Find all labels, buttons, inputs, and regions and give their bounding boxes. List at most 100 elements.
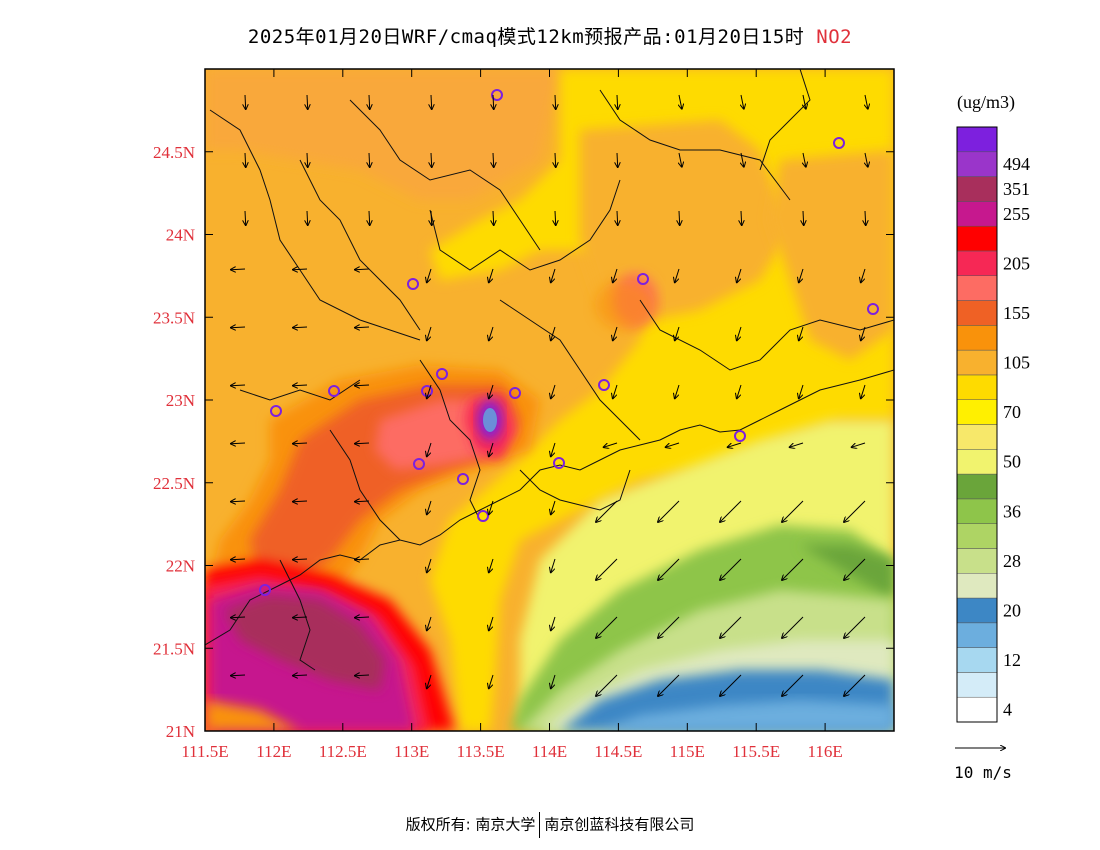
station-marker [637, 273, 649, 285]
boundary-8 [419, 359, 481, 521]
colorbar-swatch [956, 250, 998, 276]
wind-arrow [293, 501, 308, 502]
station-marker [509, 387, 521, 399]
lon-tick-label: 112E [256, 742, 291, 761]
station-marker [436, 368, 448, 380]
colorbar-swatch [956, 573, 998, 599]
wind-arrow [720, 500, 742, 522]
wind-arrow [675, 268, 680, 282]
colorbar-swatch [956, 449, 998, 475]
colorbar-swatch [956, 672, 998, 698]
wind-arrow [658, 616, 680, 638]
wind-arrow [245, 152, 246, 167]
wind-arrow [861, 326, 866, 340]
colorbar-label: 105 [1003, 353, 1030, 373]
wind-arrow [782, 674, 804, 696]
wind-arrow [431, 94, 432, 109]
wind-arrow [369, 152, 370, 167]
lon-tick-label: 113E [394, 742, 429, 761]
station-marker [407, 278, 419, 290]
wind-arrow [489, 442, 494, 456]
wind-arrow [293, 675, 308, 676]
wind-arrow [604, 442, 618, 447]
field-blue-2 [600, 700, 894, 731]
colorbar-label: 36 [1003, 501, 1021, 521]
wind-arrow [355, 559, 370, 560]
wind-arrow [551, 558, 556, 572]
lat-tick-label: 24.5N [153, 143, 195, 162]
wind-arrow [489, 674, 494, 688]
wind-arrow [489, 500, 494, 514]
wind-arrow [427, 384, 432, 398]
colorbar-swatch [956, 201, 998, 227]
wind-arrow [782, 558, 804, 580]
wind-arrow [741, 210, 742, 225]
wind-arrow [489, 326, 494, 340]
wind-arrow [720, 616, 742, 638]
wind-arrow [728, 442, 742, 447]
colorbar-frame [956, 126, 998, 723]
chart-title: 2025年01月20日WRF/cmaq模式12km预报产品:01月20日15时 N… [0, 22, 1100, 49]
concentration-field [205, 69, 894, 731]
boundaries [205, 69, 894, 671]
colorbar-swatch [956, 597, 998, 624]
wind-arrow [861, 384, 866, 398]
colorbar-swatch [956, 300, 998, 326]
wind-arrow [675, 384, 680, 398]
wind-arrow [551, 384, 556, 398]
colorbar-swatch [956, 275, 998, 301]
wind-arrow [231, 385, 246, 386]
colorbar-swatch [956, 325, 998, 351]
wind-arrow [844, 674, 866, 696]
wind-arrow [596, 616, 618, 638]
title-main: 2025年01月20日WRF/cmaq模式12km预报产品:01月20日15时 [247, 26, 805, 48]
boundary-11 [279, 559, 316, 671]
colorbar-swatch [956, 523, 998, 549]
field-spot-ne-orange [595, 280, 655, 330]
wind-arrow [231, 269, 246, 270]
lat-tick-label: 22.5N [153, 474, 195, 493]
wind-arrow [613, 268, 618, 282]
wind-arrow [865, 210, 866, 225]
wind-arrow [799, 384, 804, 398]
lon-tick-label: 115.5E [732, 742, 780, 761]
field-sw-maroon [225, 595, 385, 690]
boundary-12 [759, 69, 811, 171]
wind-arrow [427, 616, 432, 630]
wind-arrow [596, 674, 618, 696]
lon-tick-label: 112.5E [319, 742, 367, 761]
boundary-6 [599, 89, 791, 201]
wind-arrow [617, 94, 618, 109]
wind-arrow [844, 616, 866, 638]
lon-tick-label: 114E [532, 742, 567, 761]
wind-arrow [355, 385, 370, 386]
field-peak-inner [483, 408, 497, 432]
wind-arrow [790, 442, 804, 447]
wind-arrow [658, 558, 680, 580]
wind-arrow [782, 616, 804, 638]
wind-arrow [596, 500, 618, 522]
wind-arrow [844, 558, 866, 580]
wind-arrow [782, 500, 804, 522]
footer-company: 南京创蓝科技有限公司 [544, 815, 695, 834]
colorbar-swatch [956, 151, 998, 177]
wind-arrows [231, 94, 868, 696]
wind-arrow [596, 558, 618, 580]
station-marker [734, 430, 746, 442]
wind-arrow [355, 269, 370, 270]
wind-arrow [551, 326, 556, 340]
lon-tick-label: 115E [670, 742, 705, 761]
wind-arrow [489, 558, 494, 572]
wind-arrow [803, 94, 806, 109]
wind-arrow [293, 327, 308, 328]
wind-arrow [493, 210, 494, 225]
colorbar-swatch [956, 225, 998, 252]
field-orange-e [770, 150, 894, 360]
lon-tick-label: 114.5E [594, 742, 642, 761]
wind-arrow [369, 94, 370, 109]
wind-arrow [803, 210, 804, 225]
boundary-5 [499, 299, 641, 441]
wind-arrow [658, 500, 680, 522]
colorbar-label: 494 [1003, 154, 1030, 174]
